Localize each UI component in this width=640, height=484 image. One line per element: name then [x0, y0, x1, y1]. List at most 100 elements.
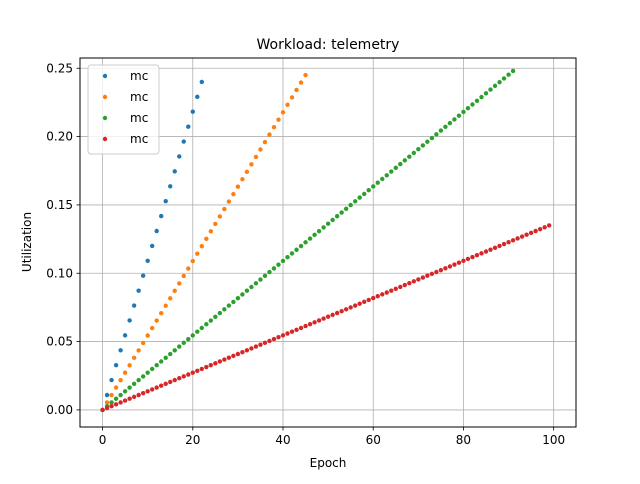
data-point	[122, 333, 128, 338]
data-point	[217, 359, 223, 364]
data-point	[190, 258, 195, 264]
data-point	[190, 109, 195, 114]
data-point	[208, 362, 214, 368]
axis-ticks: 0 20 40 60 80 100 0.00 0.05 0.10 0.15 0.20 0.25	[46, 61, 565, 447]
data-point	[434, 269, 439, 275]
data-point	[177, 376, 182, 381]
data-point	[343, 206, 349, 211]
data-point	[127, 396, 132, 401]
data-point	[443, 266, 448, 271]
data-point	[127, 318, 132, 323]
data-point	[429, 135, 435, 141]
data-point	[321, 225, 326, 230]
data-point	[172, 377, 177, 383]
data-point	[222, 357, 227, 362]
y-tick-label: 0.15	[46, 198, 73, 212]
data-point	[136, 377, 141, 383]
plot-area	[80, 58, 576, 427]
data-point	[393, 165, 398, 171]
data-point	[492, 245, 498, 250]
data-point	[285, 255, 290, 260]
data-point	[113, 362, 119, 368]
data-point	[186, 124, 191, 129]
data-point	[204, 364, 209, 370]
y-tick-label: 0.00	[46, 403, 73, 417]
data-point	[393, 286, 398, 291]
legend-label: mc	[130, 132, 148, 146]
data-point	[154, 363, 159, 368]
legend-label: mc	[130, 69, 148, 83]
x-tick-label: 80	[456, 433, 471, 447]
data-point	[267, 132, 272, 137]
x-tick-label: 100	[542, 433, 565, 447]
data-point	[447, 264, 453, 269]
data-point	[186, 372, 191, 377]
data-point	[325, 314, 331, 319]
data-point	[226, 199, 232, 204]
data-point	[181, 374, 186, 379]
data-point	[321, 316, 326, 321]
legend-marker	[102, 115, 108, 121]
data-point	[258, 277, 263, 282]
plot-frame	[79, 57, 577, 428]
data-point	[199, 366, 205, 372]
data-point	[515, 236, 520, 241]
legend: mc mc mc mc	[87, 64, 160, 155]
data-point	[334, 214, 340, 219]
data-point	[249, 162, 254, 167]
data-point	[524, 232, 529, 237]
data-point	[168, 351, 173, 357]
data-point	[127, 385, 132, 390]
x-axis-label: Epoch	[310, 456, 347, 470]
x-tick-label: 40	[275, 433, 290, 447]
data-point	[474, 253, 480, 258]
data-point	[213, 314, 218, 320]
data-point	[140, 340, 146, 346]
chart-title: Workload: telemetry	[257, 37, 400, 53]
series-1-points	[100, 79, 205, 413]
data-point	[181, 139, 186, 144]
data-point	[461, 109, 466, 115]
data-point	[389, 288, 394, 293]
data-point	[244, 288, 250, 293]
data-point	[231, 353, 236, 359]
data-point	[145, 333, 150, 338]
data-point	[100, 407, 105, 413]
series-4-points	[100, 223, 552, 413]
series-2-points	[100, 72, 308, 413]
data-point	[316, 318, 322, 323]
data-point	[140, 273, 146, 278]
data-point	[438, 267, 444, 273]
data-point	[195, 329, 200, 334]
x-tick-label: 0	[99, 433, 107, 447]
data-point	[249, 284, 254, 290]
data-point	[163, 381, 168, 387]
data-point	[362, 299, 367, 305]
data-point	[501, 76, 507, 81]
data-point	[461, 258, 466, 264]
y-tick-label: 0.25	[46, 61, 73, 75]
data-point	[416, 146, 421, 152]
legend-label: mc	[130, 111, 148, 125]
data-point	[262, 340, 268, 346]
data-point	[195, 94, 200, 100]
data-point	[474, 98, 480, 103]
data-point	[303, 323, 308, 329]
data-point	[177, 344, 182, 349]
data-point	[357, 195, 362, 200]
data-point	[159, 383, 164, 388]
data-point	[348, 202, 353, 208]
data-point	[168, 296, 173, 301]
data-point	[231, 191, 236, 197]
data-point	[470, 102, 475, 107]
data-point	[109, 400, 114, 405]
data-point	[253, 344, 259, 349]
data-point	[262, 139, 268, 145]
data-point	[258, 147, 263, 152]
data-point	[375, 294, 380, 299]
data-point	[375, 180, 380, 185]
data-point	[104, 392, 110, 398]
data-point	[465, 106, 471, 111]
